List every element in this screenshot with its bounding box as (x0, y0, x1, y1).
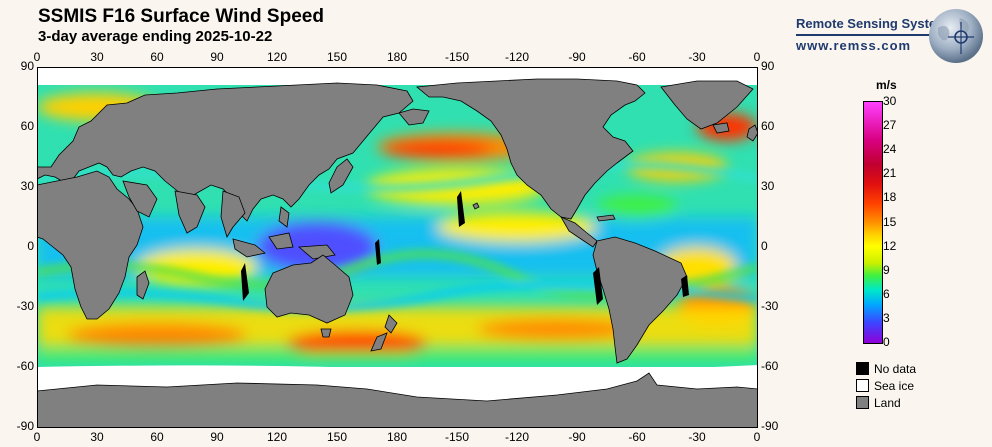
lon-tick-label: 180 (386, 430, 408, 444)
lon-tick-label: -90 (568, 430, 586, 444)
lat-tick-label: 90 (20, 59, 34, 73)
colorbar-tick-label: 21 (883, 166, 897, 181)
legend-swatch (856, 379, 869, 392)
lon-tick-label: -30 (688, 430, 706, 444)
colorbar-tick-label: 24 (883, 142, 897, 157)
lat-tick-label: -90 (761, 419, 779, 433)
map-title: SSMIS F16 Surface Wind Speed (38, 6, 324, 27)
wind-speed-map (37, 67, 758, 428)
lon-tick-label: 60 (150, 50, 164, 64)
map-subtitle: 3-day average ending 2025-10-22 (38, 28, 273, 45)
lat-tick-label: 0 (761, 239, 768, 253)
colorbar (863, 101, 883, 344)
lon-tick-label: -150 (444, 430, 470, 444)
land-masses (37, 78, 758, 428)
lon-tick-label: 0 (753, 50, 761, 64)
lat-tick-label: 90 (761, 59, 775, 73)
legend-swatch (856, 362, 869, 375)
lon-tick-label: 0 (33, 50, 41, 64)
colorbar-tick-label: 9 (883, 262, 890, 277)
lon-tick-label: 180 (386, 50, 408, 64)
lon-tick-label: -150 (444, 50, 470, 64)
lon-tick-label: 0 (33, 430, 41, 444)
lon-tick-label: 30 (90, 50, 104, 64)
colorbar-unit: m/s (876, 78, 897, 92)
lon-tick-label: -60 (628, 50, 646, 64)
lat-tick-label: -30 (16, 299, 34, 313)
lat-tick-label: 0 (27, 239, 34, 253)
lon-tick-label: 120 (266, 430, 288, 444)
legend-label: Land (874, 396, 901, 410)
lon-tick-label: -120 (504, 430, 530, 444)
lat-tick-label: 60 (761, 119, 775, 133)
legend-label: Sea ice (874, 379, 915, 393)
lon-tick-label: 60 (150, 430, 164, 444)
colorbar-tick-label: 6 (883, 286, 890, 301)
lat-tick-label: -60 (16, 359, 34, 373)
lat-tick-label: 60 (20, 119, 34, 133)
brand-url: www.remss.com (796, 38, 912, 53)
colorbar-tick-label: 12 (883, 238, 897, 253)
colorbar-tick-label: 3 (883, 310, 890, 325)
lat-tick-label: -60 (761, 359, 779, 373)
lon-tick-label: -60 (628, 430, 646, 444)
lat-tick-label: 30 (20, 179, 34, 193)
colorbar-tick-label: 15 (883, 214, 897, 229)
legend-item: No data (856, 362, 916, 376)
globe-logo-icon (929, 9, 983, 63)
lat-tick-label: -90 (16, 419, 34, 433)
lon-tick-label: 90 (210, 430, 224, 444)
lon-tick-label: 150 (326, 430, 348, 444)
no-data-gaps (241, 191, 689, 305)
legend-item: Sea ice (856, 379, 914, 393)
legend-swatch (856, 396, 869, 409)
lon-tick-label: 150 (326, 50, 348, 64)
legend-item: Land (856, 396, 901, 410)
lon-tick-label: 120 (266, 50, 288, 64)
lon-tick-label: -120 (504, 50, 530, 64)
lon-tick-label: 90 (210, 50, 224, 64)
colorbar-tick-label: 0 (883, 335, 890, 349)
colorbar-tick-label: 30 (883, 94, 897, 108)
lon-tick-label: -30 (688, 50, 706, 64)
legend-label: No data (874, 362, 917, 376)
colorbar-tick-label: 27 (883, 118, 897, 133)
lon-tick-label: -90 (568, 50, 586, 64)
brand-divider (796, 34, 948, 36)
lon-tick-label: 30 (90, 430, 104, 444)
lat-tick-label: -30 (761, 299, 779, 313)
brand-name: Remote Sensing Systems (796, 16, 955, 31)
lon-tick-label: 0 (753, 430, 761, 444)
colorbar-tick-label: 18 (883, 190, 897, 205)
lat-tick-label: 30 (761, 179, 775, 193)
